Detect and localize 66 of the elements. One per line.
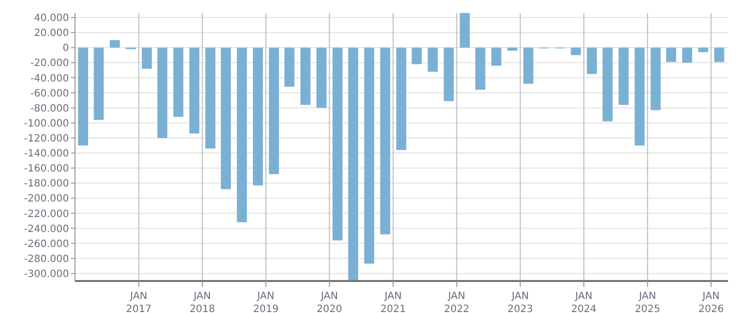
y-tick-label: -100.000	[24, 118, 69, 130]
bar	[268, 48, 279, 174]
bar	[698, 48, 708, 52]
bar	[205, 48, 216, 149]
bar	[666, 48, 676, 62]
bar	[460, 13, 470, 48]
y-tick-label: 0	[62, 43, 69, 54]
y-tick-label: -60.000	[30, 88, 69, 100]
bar	[142, 48, 152, 69]
bar	[412, 48, 422, 64]
bar	[110, 40, 120, 48]
y-tick-label: -80.000	[30, 103, 69, 114]
bar	[714, 48, 724, 62]
x-tick-label: JAN 2026	[698, 291, 724, 313]
y-tick-label: -180.000	[24, 178, 69, 190]
y-tick-label: -160.000	[24, 164, 69, 175]
bar	[173, 48, 184, 117]
bar	[348, 48, 358, 281]
y-tick-label: -200.000	[24, 194, 69, 205]
bar	[396, 48, 406, 150]
y-tick-label: 20.000	[34, 28, 69, 40]
x-tick-label: JAN 2018	[190, 291, 216, 313]
y-tick-label: -280.000	[24, 254, 69, 265]
bar	[634, 48, 645, 146]
x-tick-label: JAN 2021	[380, 291, 406, 313]
bar	[364, 48, 374, 264]
y-tick-label: -140.000	[24, 148, 69, 160]
bar	[220, 48, 231, 190]
y-tick-label: -20.000	[30, 58, 69, 70]
bar	[523, 48, 534, 84]
bar	[618, 48, 629, 105]
x-tick-label: JAN 2023	[508, 291, 533, 313]
bar	[284, 48, 294, 87]
bar	[332, 48, 342, 240]
y-tick-label: -40.000	[30, 73, 69, 84]
x-tick-label: JAN 2019	[253, 291, 279, 313]
bar	[78, 48, 88, 146]
x-tick-label: JAN 2025	[634, 291, 660, 313]
y-tick-label: -220.000	[24, 208, 69, 220]
x-tick-label: JAN 2020	[316, 291, 342, 313]
y-tick-label: 40.000	[34, 13, 69, 24]
bar	[236, 48, 247, 222]
bar	[586, 48, 597, 74]
y-tick-label: -120.000	[24, 134, 69, 145]
bar	[157, 48, 168, 138]
x-tick-label: JAN 2017	[126, 291, 152, 313]
y-tick-label: -240.000	[24, 224, 69, 235]
bar	[380, 48, 390, 234]
bar	[94, 48, 104, 120]
bar	[602, 48, 613, 122]
x-tick-label: JAN 2024	[571, 291, 597, 313]
bar	[507, 48, 518, 51]
bar	[300, 48, 310, 105]
bar	[428, 48, 438, 72]
bar	[491, 48, 502, 66]
bar	[475, 48, 486, 90]
x-tick-label: JAN 2022	[444, 291, 470, 313]
bar	[650, 48, 661, 110]
bar	[316, 48, 326, 108]
bar	[189, 48, 200, 134]
y-tick-label: -260.000	[24, 238, 69, 250]
y-tick-label: -300.000	[24, 269, 69, 280]
bar	[444, 48, 454, 102]
bar	[570, 48, 581, 56]
bar	[252, 48, 263, 186]
bar	[682, 48, 692, 63]
